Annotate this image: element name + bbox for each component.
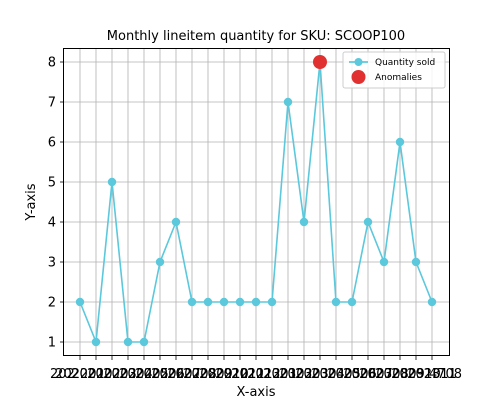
y-tick-label: 1 [48, 336, 56, 351]
data-point [123, 337, 133, 347]
x-tick-label: 202309 [375, 367, 425, 382]
data-point [219, 297, 229, 307]
plot-frame [63, 48, 450, 356]
data-point [427, 297, 437, 307]
y-tick-label: 6 [48, 136, 56, 151]
x-tick-label-prefix: 202 [50, 367, 75, 382]
series-layer [75, 57, 437, 347]
data-point [107, 177, 117, 187]
data-point [347, 297, 357, 307]
y-tick-label: 3 [48, 256, 56, 271]
anomaly-layer [313, 55, 327, 69]
x-tick-label: 202202 [71, 367, 121, 382]
x-tick-label: 202310 [391, 367, 441, 382]
x-tick-label: 202205 [119, 367, 169, 382]
data-point [91, 337, 101, 347]
data-point [331, 297, 341, 307]
x-tick-label: 202301 [247, 367, 297, 382]
x-tick-label: 202302 [263, 367, 313, 382]
x-axis-label: X-axis [237, 385, 276, 400]
x-tick-label: 202308 [359, 367, 409, 382]
data-point [203, 297, 213, 307]
x-tick-label-suffix: 4708 [429, 367, 462, 382]
x-axis: 2022012022022022032022042022052022062022… [50, 356, 462, 382]
data-point [187, 297, 197, 307]
legend-label-quantity: Quantity sold [375, 58, 435, 68]
x-tick-label: 202311 [407, 367, 457, 382]
x-tick-label: 202208 [167, 367, 217, 382]
y-tick-label: 8 [48, 56, 56, 71]
data-point [139, 337, 149, 347]
legend-box [342, 51, 446, 89]
data-point [155, 257, 165, 267]
x-tick-label: 202201 [55, 367, 105, 382]
x-tick-label: 202211 [215, 367, 265, 382]
data-point [379, 257, 389, 267]
x-tick-label: 202206 [135, 367, 185, 382]
data-point [299, 217, 309, 227]
x-tick-label: 202305 [311, 367, 361, 382]
y-tick-label: 4 [48, 216, 56, 231]
y-tick-label: 5 [48, 176, 56, 191]
data-point [283, 97, 293, 107]
x-tick-label: 202210 [199, 367, 249, 382]
x-tick-label: 202204 [103, 367, 153, 382]
anomaly-point [313, 55, 327, 69]
x-tick-label: 202207 [151, 367, 201, 382]
y-axis-label: Y-axis [24, 183, 39, 221]
x-tick-label: 202303 [279, 367, 329, 382]
data-point [411, 257, 421, 267]
x-tick-label: 202307 [343, 367, 393, 382]
legend-label-anomalies: Anomalies [375, 73, 422, 83]
y-tick-label: 2 [48, 296, 56, 311]
x-tick-label: 202212 [231, 367, 281, 382]
y-axis: 1 2 3 4 5 6 7 8 [48, 56, 64, 351]
legend-marker-quantity [354, 58, 363, 66]
x-tick-label: 202203 [87, 367, 137, 382]
data-point [267, 297, 277, 307]
x-tick-label: 202304 [295, 367, 345, 382]
legend: Quantity sold Anomalies [342, 51, 446, 89]
x-tick-label: 202209 [183, 367, 233, 382]
data-point [75, 297, 85, 307]
chart-title: Monthly lineitem quantity for SKU: SCOOP… [107, 29, 405, 44]
data-point [235, 297, 245, 307]
legend-marker-anomalies [351, 70, 366, 84]
data-point [171, 217, 181, 227]
x-tick-label: 202306 [327, 367, 377, 382]
y-tick-label: 7 [48, 96, 56, 111]
data-point [363, 217, 373, 227]
data-point [395, 137, 405, 147]
data-point [251, 297, 261, 307]
